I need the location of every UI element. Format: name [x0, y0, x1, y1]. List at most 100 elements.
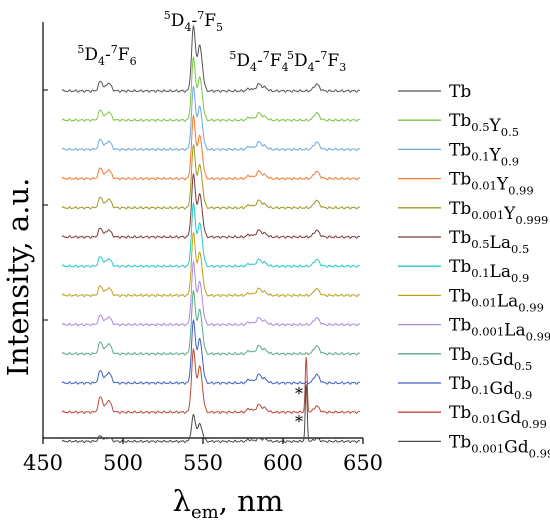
peak-label-part: D	[236, 51, 250, 71]
peak-label-part: F	[118, 45, 130, 65]
y-axis-label: Intensity, a.u.	[1, 178, 35, 377]
legend-label-subscript: 0.001	[471, 441, 504, 455]
x-tick-label: 450	[23, 451, 63, 475]
legend-label-element: Gd	[504, 437, 529, 457]
legend-label-element: Tb	[449, 228, 471, 248]
legend-label-element: La	[490, 233, 511, 253]
legend-label-element: La	[497, 291, 518, 311]
legend-label-subscript: 0.999	[529, 446, 550, 460]
peak-label-part: F	[327, 51, 339, 71]
series-line	[61, 289, 361, 356]
legend-label-subscript: 0.001	[471, 325, 504, 339]
peak-label-part: 5	[287, 49, 294, 62]
peak-label-part: -	[105, 45, 111, 65]
peak-label-part: 4	[308, 61, 315, 74]
legend-label-element: Y	[489, 145, 502, 165]
legend-label: Tb0.1Y0.9	[449, 140, 519, 168]
legend-label-subscript: 0.9	[501, 154, 519, 168]
legend-label-element: Tb	[449, 286, 471, 306]
peak-label-part: 7	[263, 49, 270, 62]
peak-label-part: -	[257, 51, 263, 71]
x-label-subscript: em	[191, 502, 219, 520]
legend-label-subscript: 0.99	[521, 417, 547, 431]
series-line	[61, 24, 361, 93]
legend-label: Tb0.5Gd0.5	[449, 345, 532, 373]
x-tick-label: 600	[263, 451, 303, 475]
asterisk-marker: *	[295, 384, 303, 403]
peak-label: 5D4-7F5	[164, 9, 223, 34]
series-line	[61, 85, 361, 152]
peak-label-part: 5	[77, 43, 84, 56]
peak-label-part: F	[204, 11, 216, 31]
series-line	[61, 143, 361, 210]
legend-label: Tb0.5Y0.5	[449, 111, 519, 139]
legend-label-subscript: 0.1	[471, 383, 489, 397]
legend-label-element: Tb	[449, 111, 471, 131]
series-line	[61, 384, 361, 444]
legend-label-element: Gd	[490, 350, 515, 370]
legend-label-element: Tb	[449, 199, 471, 219]
peak-label-part: D	[171, 11, 185, 31]
legend-label-element: Y	[496, 175, 509, 195]
x-label-unit: , nm	[219, 484, 284, 518]
peak-label-part: 6	[130, 55, 137, 68]
legend-label-element: La	[504, 321, 525, 341]
peak-label-part: 7	[197, 9, 204, 22]
peak-label-part: 4	[282, 61, 289, 74]
legend-label: Tb0.1La0.9	[449, 257, 529, 285]
peak-label-part: 5	[164, 9, 171, 22]
legend-label-subscript: 0.5	[511, 242, 529, 256]
legend-label-subscript: 0.99	[518, 300, 544, 314]
legend-label-subscript: 0.9	[514, 388, 532, 402]
legend-label-subscript: 0.1	[471, 266, 489, 280]
peak-label-part: -	[315, 51, 321, 71]
legend-label-subscript: 0.5	[514, 359, 532, 373]
legend-label: Tb0.001Gd0.999	[449, 432, 550, 460]
legend-label-subscript: 0.01	[471, 295, 497, 309]
legend-label-element: Tb	[449, 82, 471, 102]
peak-label-part: 4	[250, 61, 257, 74]
legend-label: Tb	[449, 82, 471, 102]
legend-label-subscript: 0.1	[471, 149, 489, 163]
legend-label-subscript: 0.5	[471, 120, 489, 134]
peak-label-part: 3	[339, 61, 346, 74]
legend-label-subscript: 0.5	[471, 237, 489, 251]
legend-label-subscript: 0.9	[511, 271, 529, 285]
legend-label-subscript: 0.5	[501, 125, 519, 139]
legend-label-element: La	[490, 262, 511, 282]
legend-label-subscript: 0.5	[471, 354, 489, 368]
legend-label-element: Tb	[449, 403, 471, 423]
peak-label-part: 4	[98, 55, 105, 68]
legend-label: Tb0.1Gd0.9	[449, 374, 532, 402]
legend-label-subscript: 0.001	[471, 208, 504, 222]
legend-label: Tb0.5La0.5	[449, 228, 529, 256]
peak-label-part: 7	[111, 43, 118, 56]
legend-label-subscript: 0.01	[471, 412, 497, 426]
peak-label-part: D	[84, 45, 98, 65]
series-line	[61, 231, 361, 298]
legend-label: Tb0.01Gd0.99	[449, 403, 547, 431]
legend-label-subscript: 0.01	[471, 179, 497, 193]
series-line	[61, 172, 361, 239]
peak-label: 5D4-7F6	[77, 43, 136, 68]
legend-label-element: Tb	[449, 345, 471, 365]
x-axis: 450 500 550 600 650	[23, 438, 383, 475]
legend-label-element: Tb	[449, 257, 471, 277]
legend-label-element: Y	[503, 204, 516, 224]
peak-label-part: D	[294, 51, 308, 71]
legend-label-subscript: 0.99	[508, 184, 534, 198]
series-line	[61, 55, 361, 122]
legend-label: Tb0.001La0.999	[449, 316, 550, 344]
peak-label: 5D4-7F4	[229, 49, 288, 74]
legend-label-subscript: 0.999	[526, 330, 550, 344]
peak-label-part: 5	[229, 49, 236, 62]
asterisk-marker: *	[295, 412, 303, 431]
x-tick-label: 550	[183, 451, 223, 475]
peak-label-part: -	[191, 11, 197, 31]
series-line	[61, 347, 361, 414]
x-tick-label: 650	[343, 451, 383, 475]
legend-label-element: Tb	[449, 316, 471, 336]
x-label-symbol: λ	[173, 484, 191, 518]
